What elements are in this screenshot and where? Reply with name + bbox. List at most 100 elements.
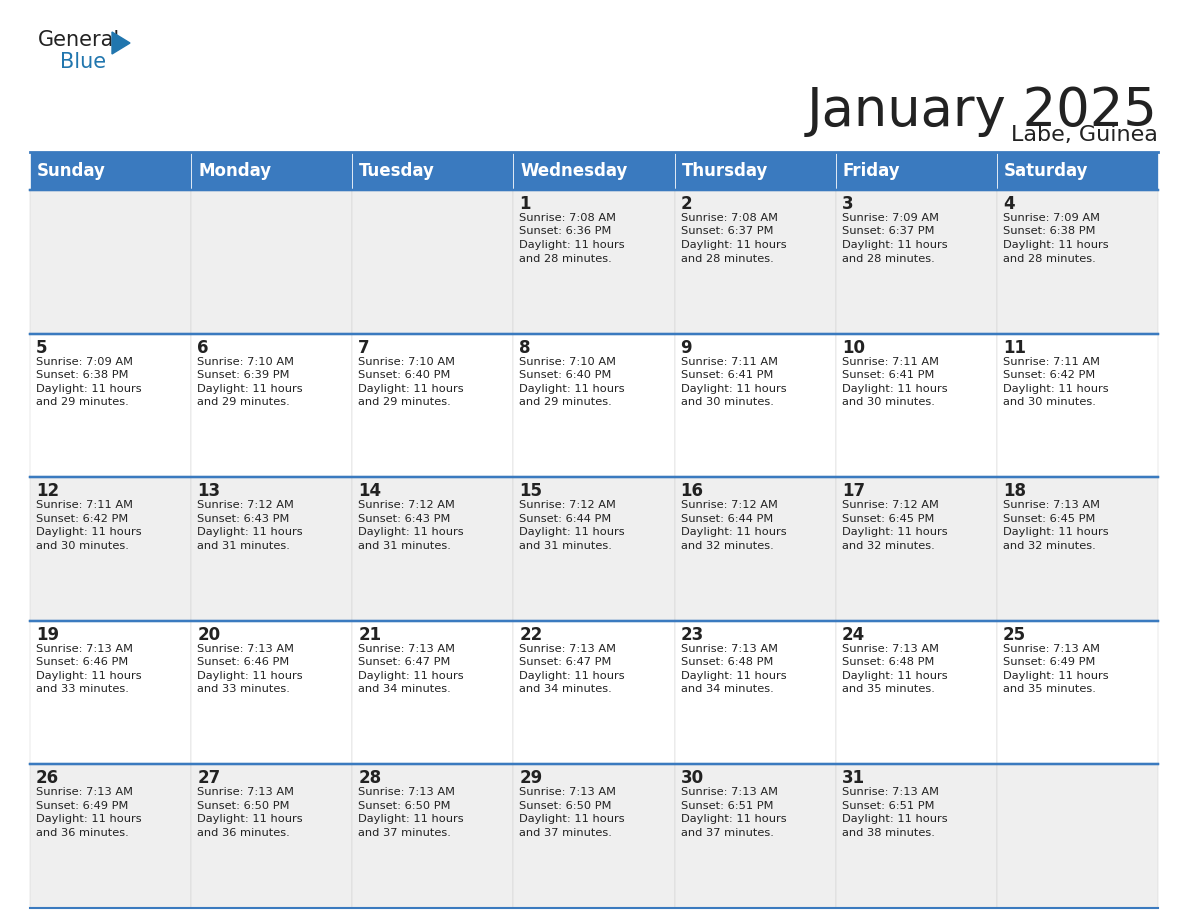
Text: 24: 24	[842, 626, 865, 644]
Text: 30: 30	[681, 769, 703, 788]
Text: Sunrise: 7:13 AM: Sunrise: 7:13 AM	[519, 788, 617, 798]
Text: and 29 minutes.: and 29 minutes.	[197, 397, 290, 407]
Text: Daylight: 11 hours: Daylight: 11 hours	[197, 527, 303, 537]
Bar	[30, 621, 191, 765]
Text: 20: 20	[197, 626, 220, 644]
Bar	[997, 190, 1158, 333]
Text: and 37 minutes.: and 37 minutes.	[519, 828, 612, 838]
Text: Sunset: 6:43 PM: Sunset: 6:43 PM	[197, 514, 290, 523]
Text: 14: 14	[359, 482, 381, 500]
Text: Sunset: 6:48 PM: Sunset: 6:48 PM	[681, 657, 773, 667]
Text: 6: 6	[197, 339, 209, 356]
Text: Sunset: 6:49 PM: Sunset: 6:49 PM	[36, 800, 128, 811]
Text: Sunrise: 7:08 AM: Sunrise: 7:08 AM	[681, 213, 778, 223]
Text: 1: 1	[519, 195, 531, 213]
Bar	[353, 621, 513, 765]
Text: and 32 minutes.: and 32 minutes.	[842, 541, 935, 551]
Text: Sunset: 6:47 PM: Sunset: 6:47 PM	[359, 657, 450, 667]
Text: Sunset: 6:39 PM: Sunset: 6:39 PM	[197, 370, 290, 380]
Bar	[835, 477, 997, 621]
Bar	[30, 333, 191, 477]
Text: and 30 minutes.: and 30 minutes.	[681, 397, 773, 407]
Bar	[675, 477, 835, 621]
Text: 21: 21	[359, 626, 381, 644]
Text: and 31 minutes.: and 31 minutes.	[359, 541, 451, 551]
Text: 23: 23	[681, 626, 703, 644]
Text: Sunrise: 7:12 AM: Sunrise: 7:12 AM	[842, 500, 939, 510]
Text: Sunrise: 7:08 AM: Sunrise: 7:08 AM	[519, 213, 617, 223]
Text: and 34 minutes.: and 34 minutes.	[359, 684, 451, 694]
Bar	[191, 152, 353, 190]
Text: Blue: Blue	[61, 52, 106, 72]
Text: Sunrise: 7:13 AM: Sunrise: 7:13 AM	[36, 644, 133, 654]
Bar	[835, 621, 997, 765]
Text: and 29 minutes.: and 29 minutes.	[36, 397, 128, 407]
Text: and 35 minutes.: and 35 minutes.	[842, 684, 935, 694]
Text: and 32 minutes.: and 32 minutes.	[1003, 541, 1095, 551]
Text: 15: 15	[519, 482, 543, 500]
Text: Sunrise: 7:12 AM: Sunrise: 7:12 AM	[359, 500, 455, 510]
Text: and 28 minutes.: and 28 minutes.	[842, 253, 935, 263]
Text: Daylight: 11 hours: Daylight: 11 hours	[519, 240, 625, 250]
Bar	[353, 477, 513, 621]
Text: Sunrise: 7:13 AM: Sunrise: 7:13 AM	[197, 644, 295, 654]
Text: Sunset: 6:42 PM: Sunset: 6:42 PM	[1003, 370, 1095, 380]
Text: Sunrise: 7:09 AM: Sunrise: 7:09 AM	[842, 213, 939, 223]
Bar	[835, 765, 997, 908]
Text: Sunrise: 7:13 AM: Sunrise: 7:13 AM	[197, 788, 295, 798]
Text: Sunrise: 7:10 AM: Sunrise: 7:10 AM	[359, 356, 455, 366]
Text: Sunset: 6:37 PM: Sunset: 6:37 PM	[681, 227, 773, 237]
Text: 28: 28	[359, 769, 381, 788]
Bar	[191, 190, 353, 333]
Text: Sunset: 6:41 PM: Sunset: 6:41 PM	[681, 370, 773, 380]
Text: Sunrise: 7:13 AM: Sunrise: 7:13 AM	[681, 644, 778, 654]
Bar	[513, 621, 675, 765]
Text: Sunset: 6:44 PM: Sunset: 6:44 PM	[681, 514, 773, 523]
Text: Daylight: 11 hours: Daylight: 11 hours	[842, 814, 947, 824]
Text: Sunrise: 7:10 AM: Sunrise: 7:10 AM	[197, 356, 295, 366]
Text: Thursday: Thursday	[682, 162, 767, 180]
Text: 16: 16	[681, 482, 703, 500]
Text: Sunday: Sunday	[37, 162, 106, 180]
Text: Daylight: 11 hours: Daylight: 11 hours	[359, 384, 463, 394]
Text: and 37 minutes.: and 37 minutes.	[681, 828, 773, 838]
Text: Daylight: 11 hours: Daylight: 11 hours	[681, 814, 786, 824]
Text: and 30 minutes.: and 30 minutes.	[842, 397, 935, 407]
Text: 11: 11	[1003, 339, 1026, 356]
Text: Daylight: 11 hours: Daylight: 11 hours	[842, 527, 947, 537]
Bar	[675, 190, 835, 333]
Bar	[353, 152, 513, 190]
Text: Sunrise: 7:10 AM: Sunrise: 7:10 AM	[519, 356, 617, 366]
Bar	[675, 765, 835, 908]
Text: 17: 17	[842, 482, 865, 500]
Bar	[997, 765, 1158, 908]
Bar	[30, 765, 191, 908]
Text: Sunrise: 7:12 AM: Sunrise: 7:12 AM	[519, 500, 617, 510]
Text: Sunrise: 7:13 AM: Sunrise: 7:13 AM	[842, 644, 939, 654]
Text: 5: 5	[36, 339, 48, 356]
Text: Sunset: 6:41 PM: Sunset: 6:41 PM	[842, 370, 934, 380]
Text: January 2025: January 2025	[807, 85, 1158, 137]
Text: Daylight: 11 hours: Daylight: 11 hours	[681, 384, 786, 394]
Text: General: General	[38, 30, 120, 50]
Text: Daylight: 11 hours: Daylight: 11 hours	[36, 527, 141, 537]
Text: and 31 minutes.: and 31 minutes.	[519, 541, 612, 551]
Text: Sunrise: 7:11 AM: Sunrise: 7:11 AM	[681, 356, 778, 366]
Bar	[30, 477, 191, 621]
Text: Daylight: 11 hours: Daylight: 11 hours	[1003, 671, 1108, 681]
Text: Sunset: 6:50 PM: Sunset: 6:50 PM	[519, 800, 612, 811]
Text: 9: 9	[681, 339, 693, 356]
Text: and 34 minutes.: and 34 minutes.	[519, 684, 612, 694]
Text: Sunset: 6:43 PM: Sunset: 6:43 PM	[359, 514, 450, 523]
Bar	[997, 152, 1158, 190]
Text: Daylight: 11 hours: Daylight: 11 hours	[359, 671, 463, 681]
Text: 7: 7	[359, 339, 369, 356]
Text: Friday: Friday	[842, 162, 901, 180]
Text: Daylight: 11 hours: Daylight: 11 hours	[359, 814, 463, 824]
Text: 31: 31	[842, 769, 865, 788]
Text: Wednesday: Wednesday	[520, 162, 627, 180]
Text: Daylight: 11 hours: Daylight: 11 hours	[1003, 240, 1108, 250]
Text: and 38 minutes.: and 38 minutes.	[842, 828, 935, 838]
Text: Sunrise: 7:13 AM: Sunrise: 7:13 AM	[1003, 500, 1100, 510]
Text: 10: 10	[842, 339, 865, 356]
